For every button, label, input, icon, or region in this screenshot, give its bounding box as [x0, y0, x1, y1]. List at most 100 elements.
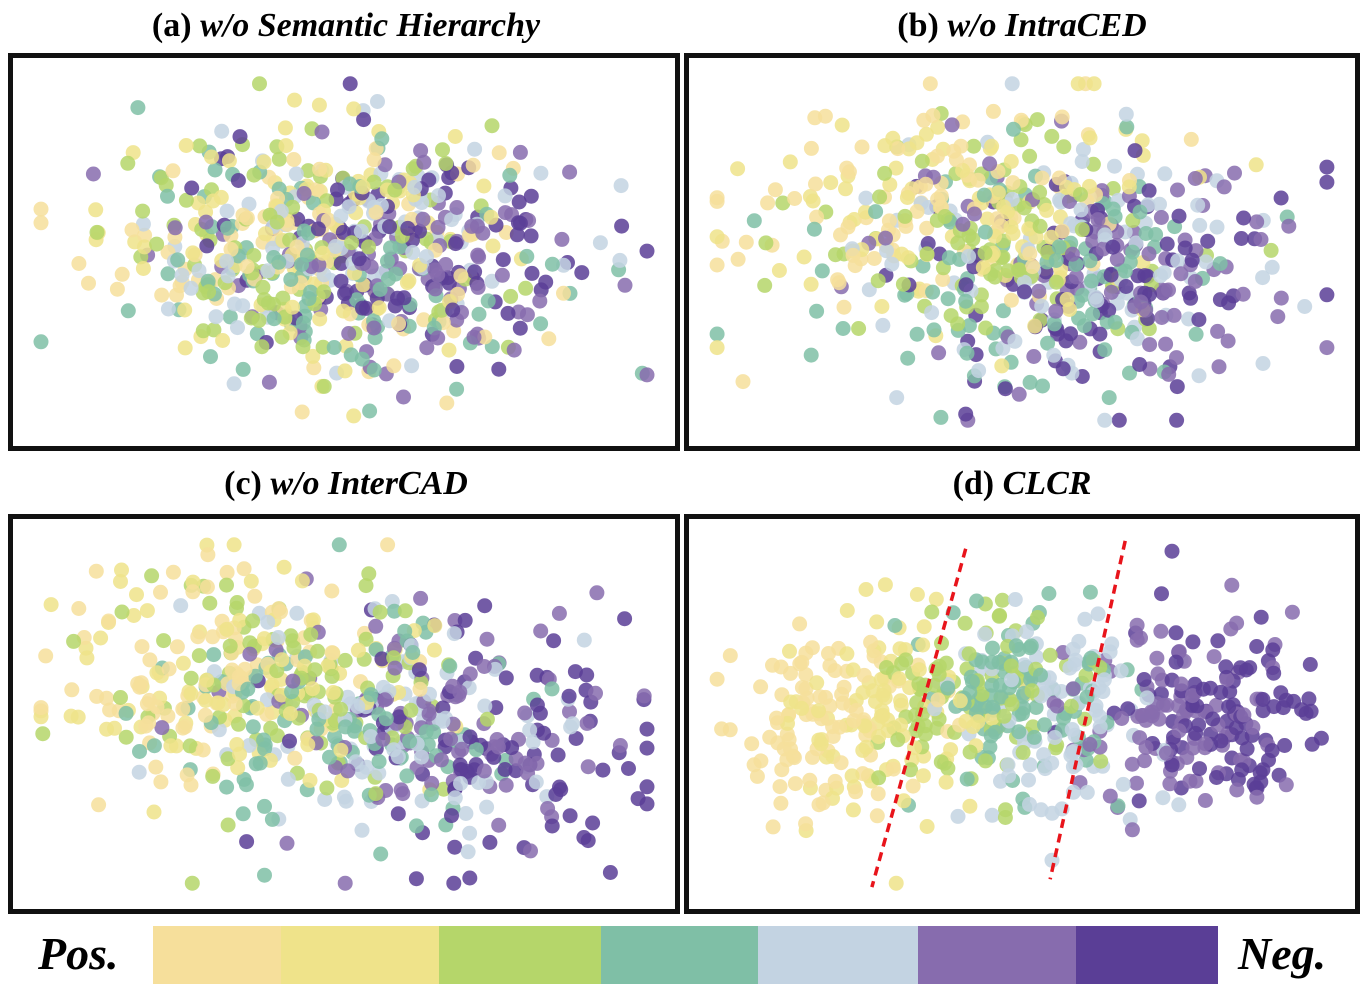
scatter-point-class-5: [1297, 299, 1313, 314]
scatter-point-class-1: [160, 708, 176, 724]
scatter-point-class-7: [1233, 660, 1248, 676]
scatter-point-class-3: [987, 269, 1003, 285]
scatter-point-class-7: [239, 834, 255, 850]
scatter-point-class-5: [1034, 298, 1050, 314]
scatter-point-class-3: [263, 720, 279, 736]
scatter-point-class-3: [1032, 184, 1048, 200]
scatter-point-class-1: [287, 750, 303, 766]
scatter-point-class-1: [88, 563, 104, 579]
scatter-point-class-6: [580, 759, 596, 775]
panel-d-label: (d): [952, 465, 995, 502]
scatter-point-class-6: [1227, 165, 1242, 181]
scatter-point-class-1: [109, 281, 125, 297]
scatter-point-class-2: [114, 562, 129, 578]
scatter-point-class-2: [274, 652, 290, 668]
scatter-point-class-5: [467, 141, 483, 157]
scatter-point-class-7: [550, 747, 566, 763]
scatter-point-class-5: [592, 235, 608, 251]
scatter-point-class-3: [890, 732, 906, 748]
scatter-point-class-1: [165, 564, 181, 580]
scatter-point-class-2: [88, 202, 104, 218]
scatter-point-class-4: [1097, 342, 1113, 358]
scatter-point-class-6: [375, 731, 391, 747]
scatter-point-class-6: [1206, 649, 1222, 665]
scatter-point-class-4: [1075, 287, 1091, 303]
scatter-point-class-7: [282, 733, 297, 749]
scatter-point-class-6: [1129, 775, 1144, 791]
scatter-point-class-1: [33, 201, 49, 217]
scatter-point-class-3: [144, 568, 160, 584]
scatter-point-class-3: [931, 667, 947, 682]
scatter-point-class-6: [1166, 307, 1182, 323]
scatter-point-class-4: [868, 204, 884, 220]
scatter-point-class-6: [931, 345, 947, 361]
scatter-point-class-6: [413, 590, 429, 606]
scatter-point-class-2: [916, 619, 932, 635]
scatter-point-class-1: [794, 680, 810, 695]
scatter-point-class-4: [343, 347, 359, 363]
scatter-point-class-7: [1141, 183, 1157, 199]
scatter-point-class-7: [1255, 692, 1271, 707]
scatter-point-class-3: [973, 299, 989, 315]
scatter-point-class-5: [1192, 217, 1208, 233]
scatter-point-class-5: [1001, 768, 1017, 784]
scatter-point-class-1: [730, 251, 746, 267]
scatter-point-class-6: [589, 585, 605, 601]
scatter-point-class-7: [614, 218, 630, 234]
scatter-point-class-4: [120, 303, 136, 319]
scatter-point-class-3: [950, 235, 966, 251]
scatter-point-class-4: [240, 681, 256, 697]
scatter-point-class-7: [390, 806, 406, 822]
scatter-point-class-1: [391, 316, 407, 332]
scatter-point-class-3: [252, 76, 267, 92]
scatter-point-class-1: [368, 204, 384, 220]
scatter-point-class-4: [371, 754, 387, 769]
scatter-point-class-6: [454, 741, 470, 757]
scatter-point-class-7: [1191, 312, 1207, 328]
scatter-point-class-6: [1065, 681, 1081, 697]
scatter-point-class-7: [491, 361, 507, 377]
scatter-point-class-1: [38, 648, 54, 664]
scatter-point-class-5: [414, 749, 429, 765]
scatter-point-class-7: [1264, 743, 1280, 759]
scatter-point-class-2: [928, 591, 944, 607]
scatter-point-class-1: [197, 707, 213, 723]
scatter-point-class-3: [1073, 187, 1088, 202]
scatter-point-class-6: [1068, 269, 1084, 285]
scatter-point-class-1: [773, 795, 789, 811]
scatter-point-class-6: [523, 843, 538, 859]
scatter-point-class-6: [1124, 822, 1140, 838]
scatter-point-class-1: [309, 182, 325, 197]
scatter-point-class-7: [1213, 684, 1229, 700]
scatter-point-class-5: [533, 165, 549, 181]
scatter-point-class-3: [256, 292, 272, 308]
scatter-point-class-5: [613, 178, 629, 194]
scatter-point-class-6: [554, 231, 570, 247]
scatter-point-class-6: [878, 230, 893, 246]
scatter-point-class-6: [1141, 246, 1157, 262]
scatter-point-class-3: [828, 247, 843, 263]
scatter-point-class-5: [1016, 657, 1032, 673]
scatter-point-class-2: [126, 608, 142, 623]
scatter-point-class-1: [787, 191, 803, 206]
scatter-point-class-5: [260, 614, 276, 630]
scatter-point-class-4: [1022, 374, 1038, 390]
scatter-point-class-7: [512, 215, 528, 231]
scatter-point-class-7: [391, 709, 407, 725]
scatter-point-class-5: [995, 340, 1011, 356]
scatter-point-class-3: [337, 652, 353, 668]
scatter-point-class-4: [245, 719, 261, 735]
scatter-point-class-1: [1022, 246, 1038, 262]
scatter-point-class-4: [423, 787, 439, 803]
scatter-point-class-5: [280, 771, 296, 787]
scatter-point-class-7: [579, 667, 595, 683]
scatter-point-class-2: [282, 706, 298, 722]
scatter-point-class-3: [303, 627, 319, 643]
scatter-point-class-5: [1090, 606, 1106, 622]
scatter-point-class-6: [387, 660, 403, 676]
scatter-point-class-2: [210, 695, 226, 711]
scatter-point-class-5: [1097, 227, 1113, 243]
scatter-point-class-7: [355, 300, 370, 316]
scatter-point-class-4: [418, 724, 434, 740]
panel-d-name: CLCR: [1002, 465, 1092, 502]
